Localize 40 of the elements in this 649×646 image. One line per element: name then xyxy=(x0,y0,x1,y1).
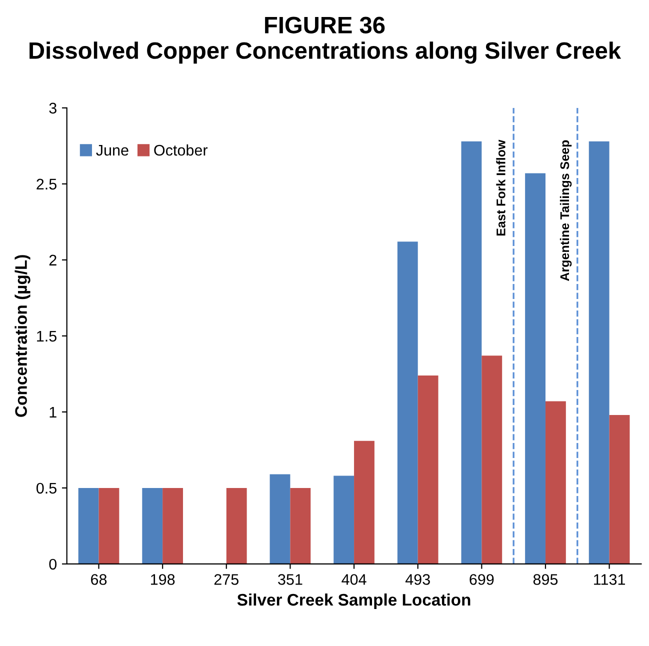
legend-label: October xyxy=(154,144,208,156)
bar xyxy=(545,401,566,564)
y-axis-title: Concentration (µg/L) xyxy=(14,255,30,417)
chart-title: FIGURE 36 Dissolved Copper Concentrations along Silver Creek xyxy=(30,16,622,64)
bar xyxy=(162,488,183,564)
x-tick-label: 275 xyxy=(214,574,238,585)
legend-label: June xyxy=(96,144,128,156)
y-tick-label: 0 xyxy=(49,558,57,570)
annotation: Argentine Tailings Seep xyxy=(560,140,572,281)
annotation: East Fork Inflow xyxy=(496,140,506,236)
x-axis-title: Silver Creek Sample Location xyxy=(237,593,470,610)
bar xyxy=(334,476,354,564)
x-tick-label: 404 xyxy=(342,574,366,585)
x-tick-label: 198 xyxy=(150,574,175,585)
bar xyxy=(588,141,610,564)
x-tick-label: 351 xyxy=(278,574,302,585)
y-tick-label: 1.5 xyxy=(37,330,56,342)
bar xyxy=(397,242,418,564)
bar xyxy=(418,375,438,564)
bar xyxy=(609,414,630,564)
bar xyxy=(354,440,374,564)
y-tick-label: 0.5 xyxy=(36,482,56,494)
bar xyxy=(482,356,502,564)
y-tick-label: 1 xyxy=(50,406,56,418)
x-tick-label: 895 xyxy=(533,574,558,585)
y-tick-label: 2 xyxy=(49,254,56,266)
bar xyxy=(290,488,311,564)
bar xyxy=(78,488,99,564)
x-tick-label: 699 xyxy=(470,574,494,585)
x-tick-label: 68 xyxy=(91,574,107,585)
y-tick-label: 2.5 xyxy=(36,178,56,190)
y-tick-label: 3 xyxy=(49,102,56,114)
x-tick-label: 493 xyxy=(405,574,430,585)
x-tick-label: 1131 xyxy=(594,574,625,585)
bar xyxy=(226,488,247,564)
bar xyxy=(461,141,482,564)
bar xyxy=(142,488,163,564)
bar xyxy=(270,474,290,564)
bar xyxy=(525,173,546,564)
bar xyxy=(98,488,120,564)
